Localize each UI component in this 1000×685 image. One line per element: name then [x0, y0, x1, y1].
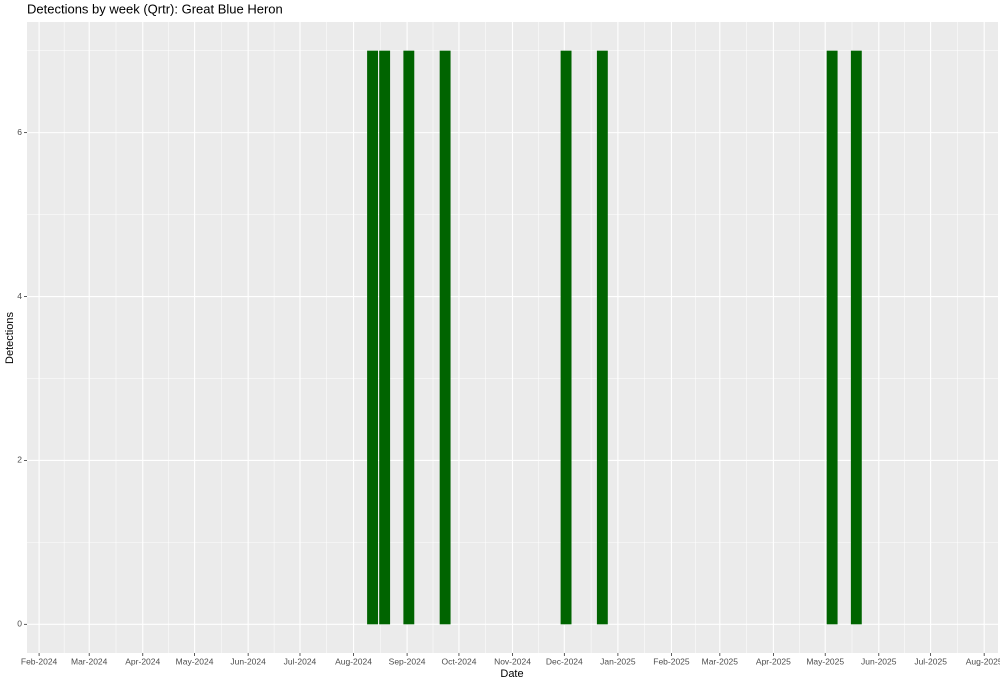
x-tick-label: Jul-2024 [284, 656, 317, 666]
bar [367, 50, 378, 625]
x-tick-label: Jan-2025 [600, 656, 636, 666]
chart-title: Detections by week (Qrtr): Great Blue He… [27, 1, 283, 16]
bar [403, 50, 415, 625]
x-tick-label: Mar-2024 [71, 656, 108, 666]
x-tick-label: Mar-2025 [702, 656, 739, 666]
x-tick-label: Sep-2024 [389, 656, 426, 666]
x-tick-label: Aug-2025 [966, 656, 1000, 666]
x-axis-title: Date [500, 668, 523, 680]
x-tick-label: May-2025 [806, 656, 844, 666]
x-tick-label: Feb-2024 [21, 656, 58, 666]
x-tick-label: Apr-2024 [125, 656, 160, 666]
y-tick-label: 4 [17, 291, 22, 301]
y-axis-title: Detections [4, 312, 16, 364]
x-tick-label: Aug-2024 [335, 656, 372, 666]
x-tick-label: May-2024 [176, 656, 214, 666]
bar [826, 50, 838, 625]
bar [379, 50, 391, 625]
x-tick-label: Feb-2025 [653, 656, 690, 666]
x-tick-label: Apr-2025 [756, 656, 791, 666]
x-tick-label: Jun-2025 [861, 656, 897, 666]
x-tick-label: Jun-2024 [230, 656, 266, 666]
bar [439, 50, 451, 625]
x-tick-label: Dec-2024 [546, 656, 583, 666]
y-tick-label: 0 [17, 619, 22, 629]
y-tick-label: 6 [17, 127, 22, 137]
x-tick-label: Oct-2024 [441, 656, 476, 666]
bar [596, 50, 608, 625]
x-tick-label: Jul-2025 [914, 656, 947, 666]
y-tick-label: 2 [17, 455, 22, 465]
x-tick-label: Nov-2024 [494, 656, 531, 666]
bar [560, 50, 572, 625]
bar [850, 50, 862, 625]
